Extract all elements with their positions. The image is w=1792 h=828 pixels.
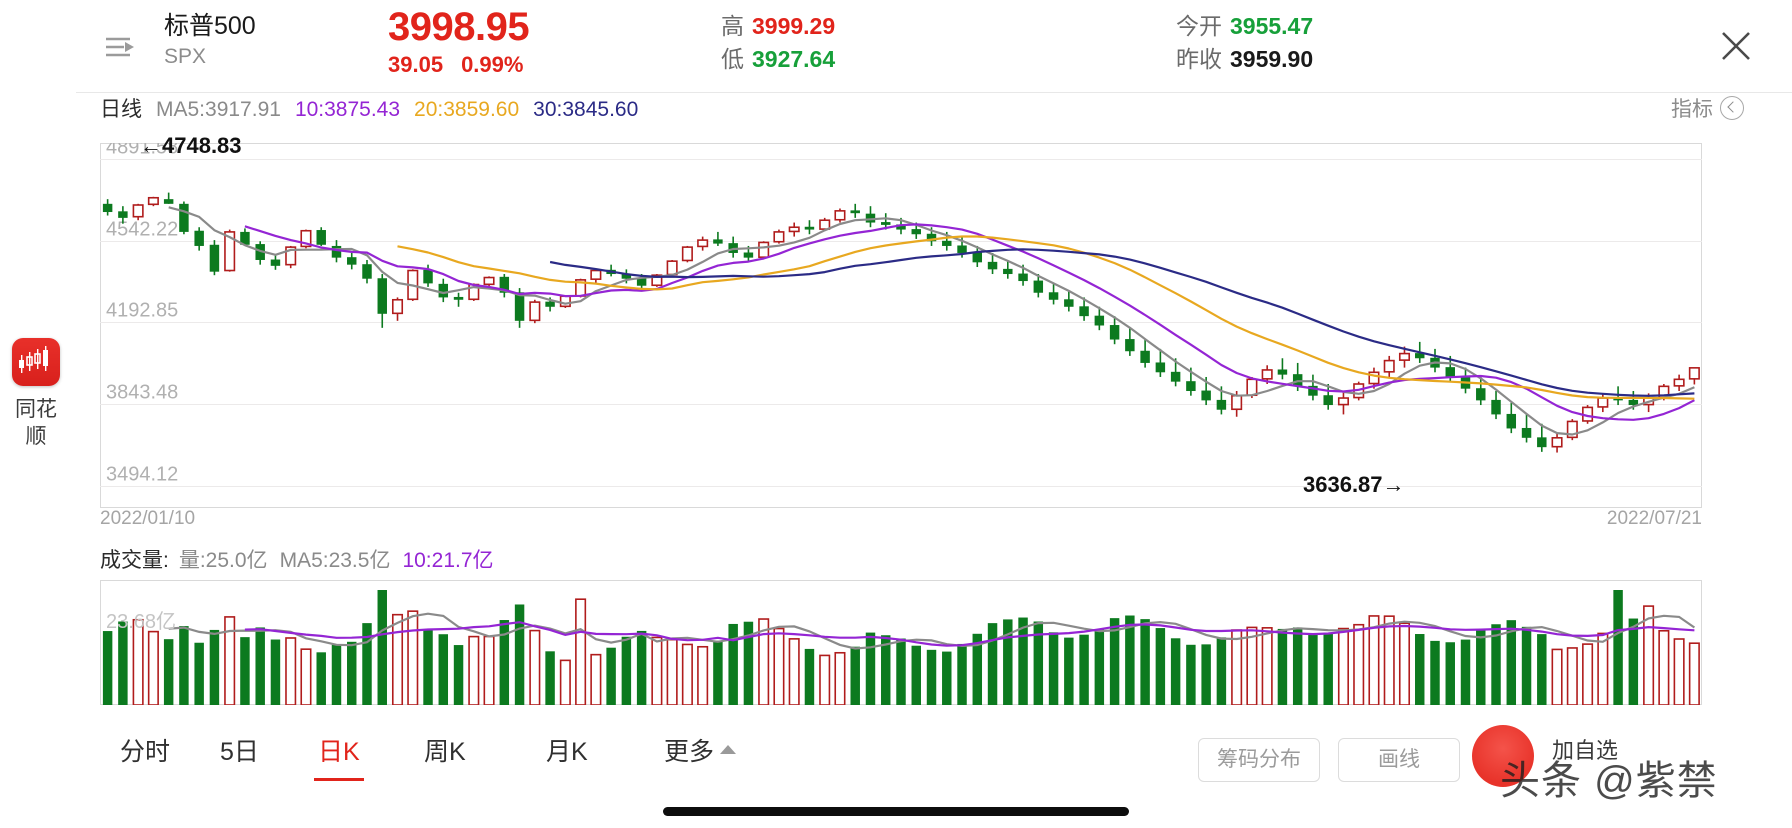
app-name-label: 同花顺 [15,398,57,448]
low-value: 3927.64 [752,46,836,72]
candlestick-chart[interactable]: 4891.58 4542.22 4192.85 3843.48 3494.12 [100,143,1702,508]
tab-weekk[interactable]: 周K [424,732,466,772]
tab-label: 5日 [220,738,259,766]
symbol-name: 标普500 [164,12,256,40]
open-value: 3955.47 [1230,13,1314,39]
prevclose-value: 3959.90 [1230,46,1314,72]
low-label: 低 [721,46,744,72]
tab-monthk[interactable]: 月K [546,732,588,772]
chart-period-label: 日线 [100,98,142,121]
high-row: 高 3999.29 [721,10,835,43]
tab-label: 周K [424,738,466,766]
svg-text:4192.85: 4192.85 [106,300,178,322]
ma30-legend: 30:3845.60 [533,98,639,121]
change-row: 39.05 0.99% [388,50,541,80]
tab-dayk[interactable]: 日K [314,732,364,781]
svg-text:4542.22: 4542.22 [106,219,178,241]
open-label: 今开 [1176,13,1222,39]
symbol-block: 标普500 SPX [164,10,256,72]
bottom-toolbar: 分时 5日 日K 周K 月K 更多 筹码分布 画线 [76,718,1792,790]
change-absolute: 39.05 [388,52,444,77]
caret-up-icon [720,745,737,754]
indicator-label: 指标 [1671,98,1713,121]
draw-line-button[interactable]: 画线 [1338,738,1460,782]
low-row: 低 3927.64 [721,43,835,76]
open-row: 今开 3955.47 [1176,10,1313,43]
price-block: 3998.95 39.05 0.99% [388,4,541,80]
chevron-left-circle-icon [1720,96,1744,120]
ma5-legend: MA5:3917.91 [156,98,281,121]
volume-legend-row: 成交量: 量:25.0亿 MA5:23.5亿 10:21.7亿 [100,545,494,577]
annotation-low: 3636.87→ [1303,472,1405,497]
add-favorite-circle-icon[interactable] [1472,725,1534,787]
prevclose-label: 昨收 [1176,46,1222,72]
tab-label: 日K [318,738,360,766]
tab-fenshi[interactable]: 分时 [120,732,170,772]
add-favorite-label: 加自选 [1552,738,1619,763]
drawer-arrow-icon[interactable] [104,32,144,62]
last-price: 3998.95 [388,5,530,49]
svg-text:4891.58: 4891.58 [106,143,178,159]
open-close-block: 今开 3955.47 昨收 3959.90 [1176,10,1313,76]
tab-label: 月K [546,738,588,766]
volume-scale-label: 23.68亿 [106,611,177,633]
left-rail: 同花顺 [0,0,76,828]
svg-text:3843.48: 3843.48 [106,382,178,404]
tab-active-underline [314,778,364,781]
volume-value: 量:25.0亿 [178,549,268,572]
date-axis-start: 2022/01/10 [100,508,196,529]
candlestick-app-icon[interactable] [12,338,60,386]
ma20-legend: 20:3859.60 [414,98,520,121]
prevclose-row: 昨收 3959.90 [1176,43,1313,76]
ma10-legend: 10:3875.43 [294,98,401,121]
close-icon[interactable] [1718,28,1754,64]
date-axis-end: 2022/07/21 [1606,508,1702,529]
chip-distribution-button[interactable]: 筹码分布 [1198,738,1320,782]
high-value: 3999.29 [752,13,836,39]
symbol-code: SPX [164,45,207,68]
annotation-high: ←4748.83 [140,133,242,158]
tab-5day[interactable]: 5日 [220,732,259,772]
change-percent: 0.99% [461,52,524,77]
volume-ma10: 10:21.7亿 [402,549,494,572]
volume-chart[interactable] [100,580,1702,705]
ma-legend-row: 日线 MA5:3917.91 10:3875.43 20:3859.60 30:3845… [76,93,1792,127]
volume-ma5: MA5:23.5亿 [279,549,391,572]
volume-title: 成交量: [100,549,169,572]
tab-more[interactable]: 更多 [664,732,737,772]
svg-text:3494.12: 3494.12 [106,464,178,486]
high-low-block: 高 3999.29 低 3927.64 [721,10,835,76]
tab-label: 分时 [120,738,171,766]
home-indicator [663,807,1129,816]
indicator-toggle-button[interactable]: 指标 [1671,93,1744,127]
high-label: 高 [721,13,744,39]
tab-label: 更多 [664,738,715,766]
